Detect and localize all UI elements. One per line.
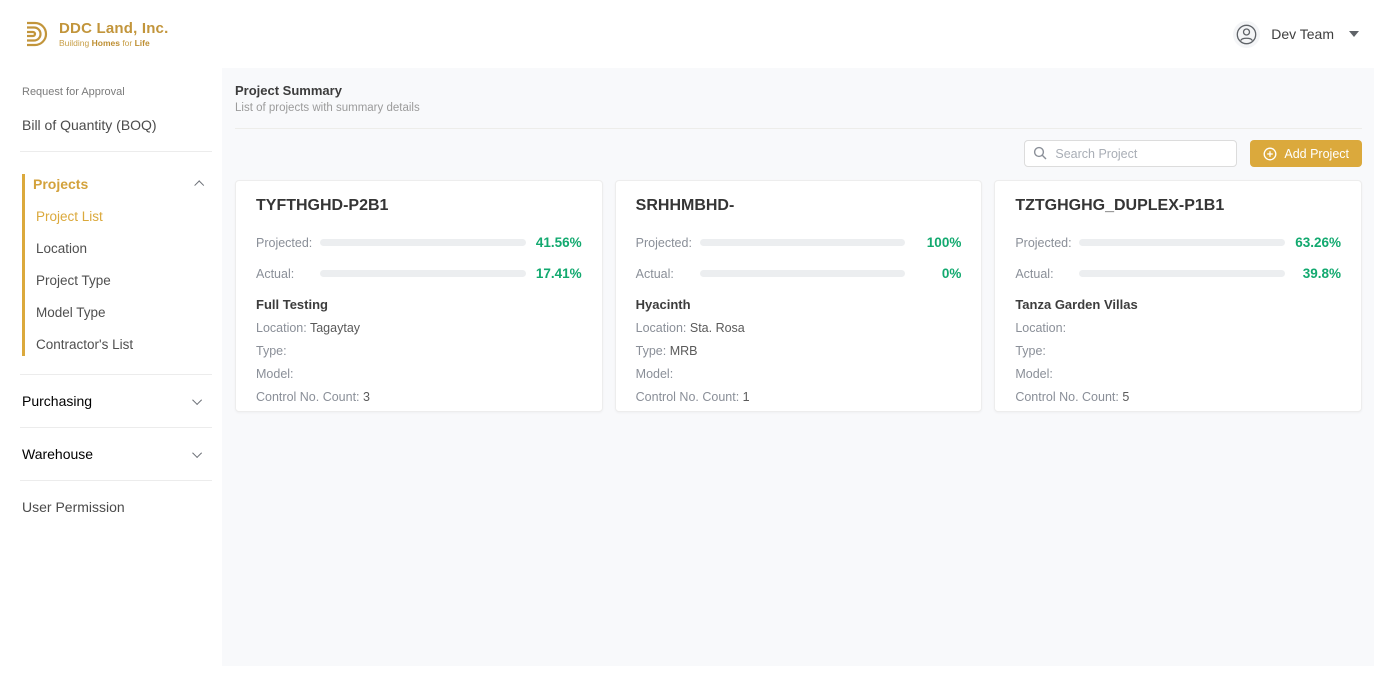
plus-circle-icon	[1263, 147, 1277, 160]
chevron-up-icon	[194, 179, 205, 190]
actual-progress-bar	[699, 270, 906, 277]
actual-progress-row: Actual: 0%	[636, 266, 962, 281]
projected-progress-bar	[320, 239, 526, 246]
project-card[interactable]: SRHHMBHD- Projected: 100% Actual: 0% Hya…	[614, 180, 983, 412]
project-card-title: TYFTHGHD-P2B1	[256, 197, 389, 214]
user-menu-caret-icon	[1349, 31, 1359, 37]
actual-percentage: 39.8%	[1302, 266, 1341, 281]
project-name: Tanza Garden Villas	[1015, 297, 1138, 312]
company-logo-icon	[27, 21, 48, 47]
sidebar-divider	[20, 151, 212, 152]
search-icon	[1034, 146, 1047, 160]
sidebar-item-boq[interactable]: Bill of Quantity (BOQ)	[22, 117, 157, 133]
sidebar-divider	[20, 427, 212, 428]
projects-label: Projects	[33, 176, 89, 192]
search-input[interactable]	[1024, 140, 1238, 167]
projected-progress-row: Projected: 63.26%	[1015, 235, 1341, 250]
sidebar-section-projects: Projects Project List Location Project T…	[22, 174, 208, 356]
projected-progress-row: Projected: 100%	[636, 235, 962, 250]
sidebar-item-purchasing[interactable]: Purchasing	[0, 393, 222, 409]
sidebar-item-contractors-list[interactable]: Contractor's List	[36, 337, 134, 352]
project-location: Location: Tagaytay	[256, 321, 361, 335]
company-tagline: Building Homes for Life	[59, 38, 150, 48]
project-name: Full Testing	[256, 297, 328, 312]
actual-progress-row: Actual: 39.8%	[1015, 266, 1341, 281]
company-name: DDC Land, Inc.	[59, 20, 169, 37]
actual-progress-row: Actual: 17.41%	[256, 266, 582, 281]
projected-progress-bar	[699, 239, 906, 246]
sidebar-item-location[interactable]: Location	[36, 241, 88, 256]
chevron-down-icon	[192, 447, 203, 458]
sidebar-item-warehouse[interactable]: Warehouse	[0, 446, 222, 462]
project-card-grid: TYFTHGHD-P2B1 Projected: 41.56% Actual: …	[235, 180, 1362, 412]
sidebar-divider	[20, 480, 212, 481]
project-type: Type:	[1015, 344, 1046, 358]
project-type: Type: MRB	[635, 344, 698, 358]
projected-label: Projected:	[256, 235, 313, 250]
search-wrap	[1024, 140, 1238, 167]
purchasing-label: Purchasing	[22, 393, 93, 409]
project-location: Location: Sta. Rosa	[635, 321, 745, 335]
project-model: Model:	[256, 367, 294, 381]
project-name: Hyacinth	[635, 297, 691, 312]
project-card-title: SRHHMBHD-	[635, 197, 735, 214]
project-card[interactable]: TZTGHGHG_DUPLEX-P1B1 Projected: 63.26% A…	[994, 180, 1362, 412]
sidebar: Request for Approval Bill of Quantity (B…	[0, 68, 222, 691]
projected-percentage: 100%	[926, 235, 962, 250]
sidebar-item-request-for-approval[interactable]: Request for Approval	[22, 86, 125, 98]
page-header: Project Summary List of projects with su…	[235, 83, 1362, 129]
user-avatar-icon	[1233, 20, 1261, 48]
actual-progress-bar	[1079, 270, 1285, 277]
topbar: DDC Land, Inc. Building Homes for Life D…	[0, 0, 1381, 68]
actual-label: Actual:	[635, 266, 674, 281]
actual-label: Actual:	[1015, 266, 1054, 281]
project-model: Model:	[1015, 367, 1053, 381]
actual-label: Actual:	[256, 266, 295, 281]
warehouse-label: Warehouse	[22, 446, 94, 462]
projected-progress-row: Projected: 41.56%	[256, 235, 582, 250]
brand-text: DDC Land, Inc. Building Homes for Life	[59, 20, 168, 48]
page-subtitle: List of projects with summary details	[235, 102, 420, 114]
toolbar: Add Project	[235, 140, 1362, 167]
actual-percentage: 0%	[941, 266, 962, 281]
projected-label: Projected:	[635, 235, 692, 250]
main-content: Project Summary List of projects with su…	[222, 68, 1374, 666]
actual-progress-bar	[320, 270, 526, 277]
project-model: Model:	[635, 367, 674, 381]
chevron-down-icon	[192, 394, 203, 405]
sidebar-item-project-list[interactable]: Project List	[36, 209, 103, 224]
project-type: Type:	[256, 344, 287, 358]
project-card-title: TZTGHGHG_DUPLEX-P1B1	[1015, 197, 1225, 214]
projected-progress-bar	[1079, 239, 1285, 246]
user-menu[interactable]: Dev Team	[1233, 20, 1359, 48]
sidebar-item-model-type[interactable]: Model Type	[36, 305, 106, 320]
sidebar-item-user-permission[interactable]: User Permission	[22, 499, 125, 515]
projected-label: Projected:	[1015, 235, 1072, 250]
projected-percentage: 63.26%	[1295, 235, 1341, 250]
brand-logo[interactable]: DDC Land, Inc. Building Homes for Life	[20, 19, 168, 49]
project-card[interactable]: TYFTHGHD-P2B1 Projected: 41.56% Actual: …	[235, 180, 603, 412]
add-project-button[interactable]: Add Project	[1250, 140, 1362, 167]
actual-percentage: 17.41%	[535, 266, 582, 281]
sidebar-divider	[20, 374, 212, 375]
project-control-count: Control No. Count: 1	[635, 390, 750, 404]
project-location: Location:	[1015, 321, 1067, 335]
sidebar-item-projects[interactable]: Projects	[33, 176, 208, 192]
projected-percentage: 41.56%	[535, 235, 582, 250]
sidebar-item-project-type[interactable]: Project Type	[36, 273, 111, 288]
page-title: Project Summary	[235, 83, 342, 98]
project-control-count: Control No. Count: 5	[1015, 390, 1130, 404]
user-name: Dev Team	[1271, 26, 1334, 42]
add-project-label: Add Project	[1284, 146, 1349, 161]
project-control-count: Control No. Count: 3	[256, 390, 370, 404]
